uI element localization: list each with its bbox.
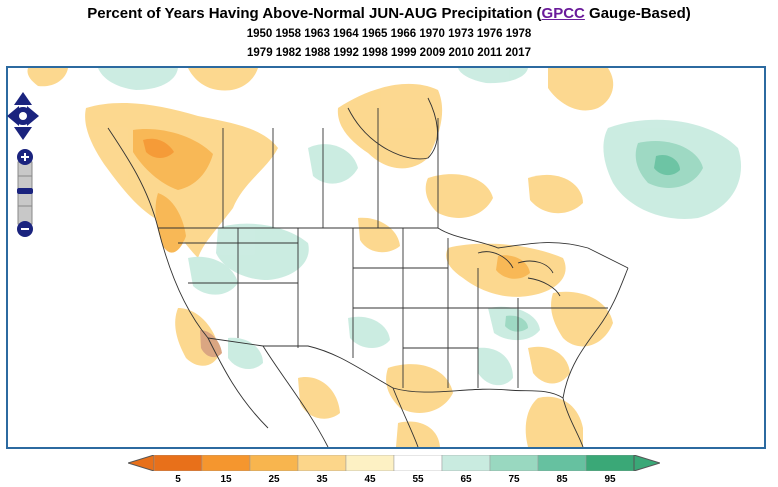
legend-tick-label: 55 bbox=[412, 474, 424, 485]
bc-dry-center bbox=[143, 138, 174, 158]
mexico-dry-area bbox=[298, 377, 340, 419]
legend-swatch bbox=[585, 455, 635, 471]
southeast-dry-area bbox=[528, 346, 570, 384]
great-lakes-outline bbox=[477, 251, 561, 297]
legend-swatch bbox=[153, 455, 203, 471]
pacific-northwest-dry-area bbox=[155, 193, 186, 253]
alaska-wet-area bbox=[98, 68, 178, 90]
below-normal-areas bbox=[27, 68, 614, 447]
legend-arrow-left bbox=[128, 455, 155, 471]
pacific-coastline bbox=[107, 127, 269, 429]
above-normal-areas bbox=[98, 68, 742, 386]
arizona-wet-area bbox=[228, 337, 263, 370]
years-line-2: 1979 1982 1988 1992 1998 1999 2009 2010 … bbox=[247, 47, 531, 59]
legend-tick-label: 45 bbox=[364, 474, 376, 485]
legend-tick-label: 65 bbox=[460, 474, 472, 485]
canada-us-border bbox=[158, 227, 629, 269]
years-line-1: 1950 1958 1963 1964 1965 1966 1970 1973 … bbox=[246, 28, 532, 40]
yukon-dry-area bbox=[188, 68, 258, 91]
mid-atlantic-dry-area bbox=[551, 291, 613, 347]
quebec-dry-area bbox=[528, 174, 583, 214]
legend-swatch bbox=[489, 455, 539, 471]
pacific-dry-area bbox=[27, 68, 68, 87]
legend-tick-label: 5 bbox=[175, 474, 181, 485]
east-canada-wet-center bbox=[654, 154, 680, 176]
hudson-dry-area bbox=[337, 83, 443, 169]
map-title: Percent of Years Having Above-Normal JUN… bbox=[0, 5, 778, 22]
hudson-bay-coastline bbox=[347, 97, 438, 160]
title-prefix: Percent of Years Having Above-Normal JUN… bbox=[87, 5, 542, 22]
mexico-coastline bbox=[262, 345, 419, 447]
state-lines-west bbox=[178, 228, 404, 388]
legend-tick-label: 25 bbox=[268, 474, 280, 485]
legend-arrow-right bbox=[633, 455, 660, 471]
color-legend: 5 15 25 35 45 55 65 75 85 95 bbox=[128, 455, 660, 485]
legend-tick-label: 95 bbox=[604, 474, 616, 485]
us-mexico-border bbox=[207, 337, 394, 389]
legend-tick-label: 75 bbox=[508, 474, 520, 485]
map-viewport[interactable] bbox=[6, 66, 766, 449]
pan-control[interactable] bbox=[6, 91, 40, 141]
prairie-wet-area bbox=[308, 144, 358, 184]
gpcc-link[interactable]: GPCC bbox=[541, 5, 585, 22]
map-canvas bbox=[27, 68, 742, 447]
texas-wet-area bbox=[348, 316, 390, 349]
pan-arrows-icon[interactable] bbox=[6, 91, 40, 141]
plains-dry-area bbox=[358, 217, 400, 253]
province-lines bbox=[222, 108, 439, 228]
legend-tick-label: 15 bbox=[220, 474, 232, 485]
greenland-wet-area bbox=[458, 68, 528, 84]
mississippi-wet-area bbox=[478, 347, 513, 386]
state-lines-east bbox=[353, 238, 608, 388]
legend-swatch bbox=[345, 455, 395, 471]
map-outlines bbox=[107, 97, 629, 447]
legend-swatch bbox=[393, 455, 443, 471]
legend-swatch bbox=[441, 455, 491, 471]
legend-tick-label: 35 bbox=[316, 474, 328, 485]
legend-swatch bbox=[249, 455, 299, 471]
zoom-control[interactable] bbox=[16, 148, 34, 238]
legend-bar bbox=[128, 455, 660, 471]
nevada-wet-area bbox=[188, 256, 238, 295]
legend-swatch bbox=[297, 455, 347, 471]
florida-dry-area bbox=[525, 396, 583, 447]
rockies-wet-area bbox=[216, 223, 309, 280]
tennessee-wet-core bbox=[505, 315, 528, 332]
gulf-coastline bbox=[392, 387, 564, 399]
legend-tick-label: 85 bbox=[556, 474, 568, 485]
ontario-dry-area bbox=[425, 174, 493, 218]
atlantic-coastline bbox=[562, 267, 629, 447]
gulf-of-mexico-dry-area bbox=[396, 421, 440, 447]
legend-swatch bbox=[201, 455, 251, 471]
title-suffix: Gauge-Based) bbox=[584, 5, 691, 22]
zoom-slider-icon bbox=[17, 149, 33, 237]
legend-swatch bbox=[537, 455, 587, 471]
labrador-dry-area bbox=[548, 68, 614, 111]
